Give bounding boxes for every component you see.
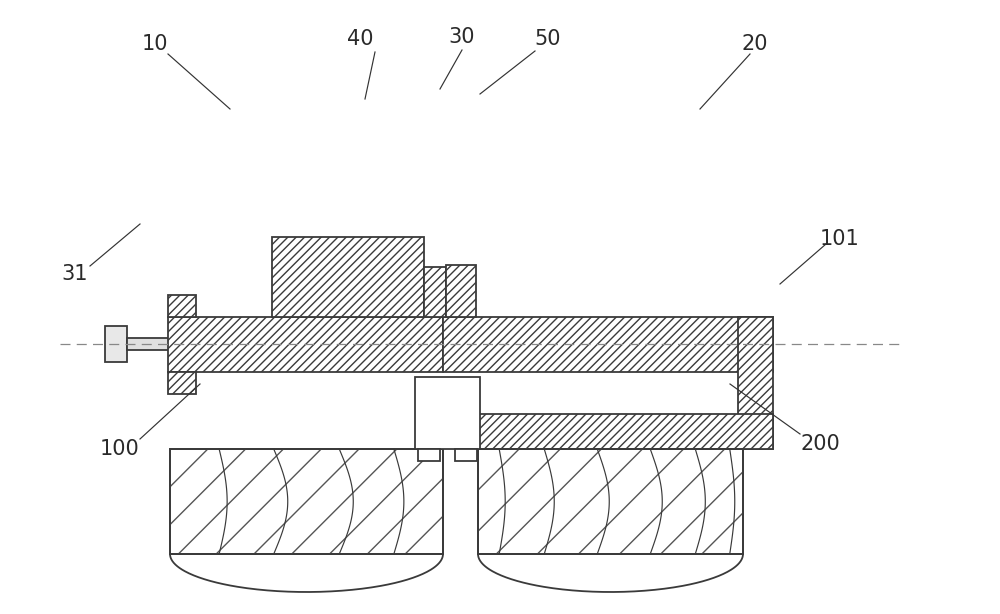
Bar — [170, 449, 443, 554]
Bar — [105, 326, 127, 362]
Bar — [168, 295, 196, 317]
Text: 31: 31 — [62, 264, 88, 284]
Bar — [443, 317, 773, 372]
Bar — [424, 267, 446, 317]
Text: 10: 10 — [142, 34, 168, 54]
Text: 30: 30 — [449, 27, 475, 47]
Bar — [127, 338, 727, 350]
Bar — [455, 449, 477, 461]
Bar — [738, 317, 773, 449]
Bar — [418, 449, 440, 461]
Text: 101: 101 — [820, 229, 860, 249]
Bar — [415, 377, 480, 449]
Text: 100: 100 — [100, 439, 140, 459]
Bar — [168, 317, 443, 372]
Text: 50: 50 — [535, 29, 561, 49]
Text: 20: 20 — [742, 34, 768, 54]
Text: 200: 200 — [800, 434, 840, 454]
Bar — [446, 265, 476, 317]
Text: 40: 40 — [347, 29, 373, 49]
Bar — [168, 372, 196, 394]
Bar — [170, 449, 443, 554]
Bar — [443, 414, 773, 449]
Bar — [478, 449, 743, 554]
Bar — [170, 449, 443, 554]
Bar — [443, 449, 478, 554]
Bar — [478, 449, 743, 554]
Bar — [272, 237, 424, 317]
